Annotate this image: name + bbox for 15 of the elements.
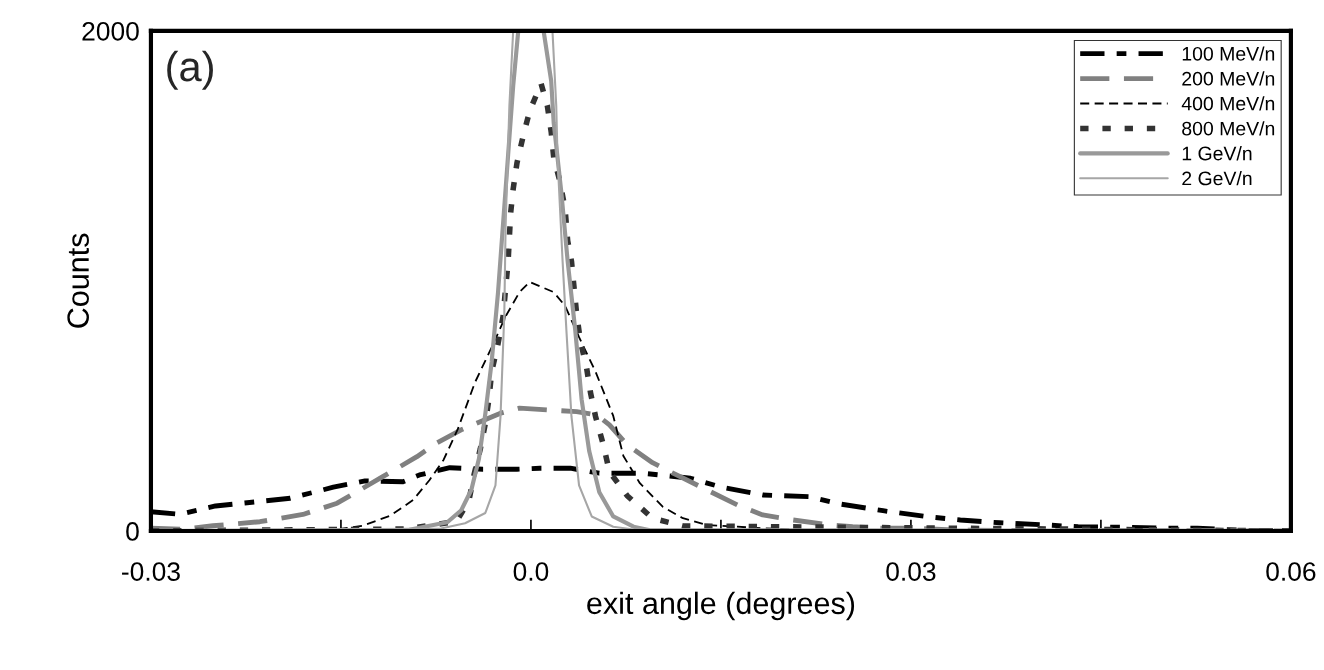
legend-label: 400 MeV/n: [1181, 96, 1275, 111]
legend-label: 200 MeV/n: [1182, 71, 1275, 86]
x-axis-title: exit angle (degrees): [587, 591, 855, 621]
y-tick-label: 2000: [82, 21, 139, 41]
annotation: (a): [167, 50, 213, 90]
legend-label: 1 GeV/n: [1182, 146, 1252, 161]
legend-label: 100 MeV/n: [1182, 46, 1275, 61]
legend-label: 800 MeV/n: [1182, 121, 1275, 136]
x-tick-label: -0.03: [122, 562, 180, 581]
x-tick-label: 0.06: [1266, 562, 1316, 581]
x-tick-label: 0.0: [513, 562, 549, 581]
x-tick-label: 0.03: [886, 562, 936, 581]
y-tick-label: 0: [126, 522, 139, 541]
y-axis-title: Counts: [67, 233, 89, 328]
legend-label: 2 GeV/n: [1182, 171, 1252, 186]
